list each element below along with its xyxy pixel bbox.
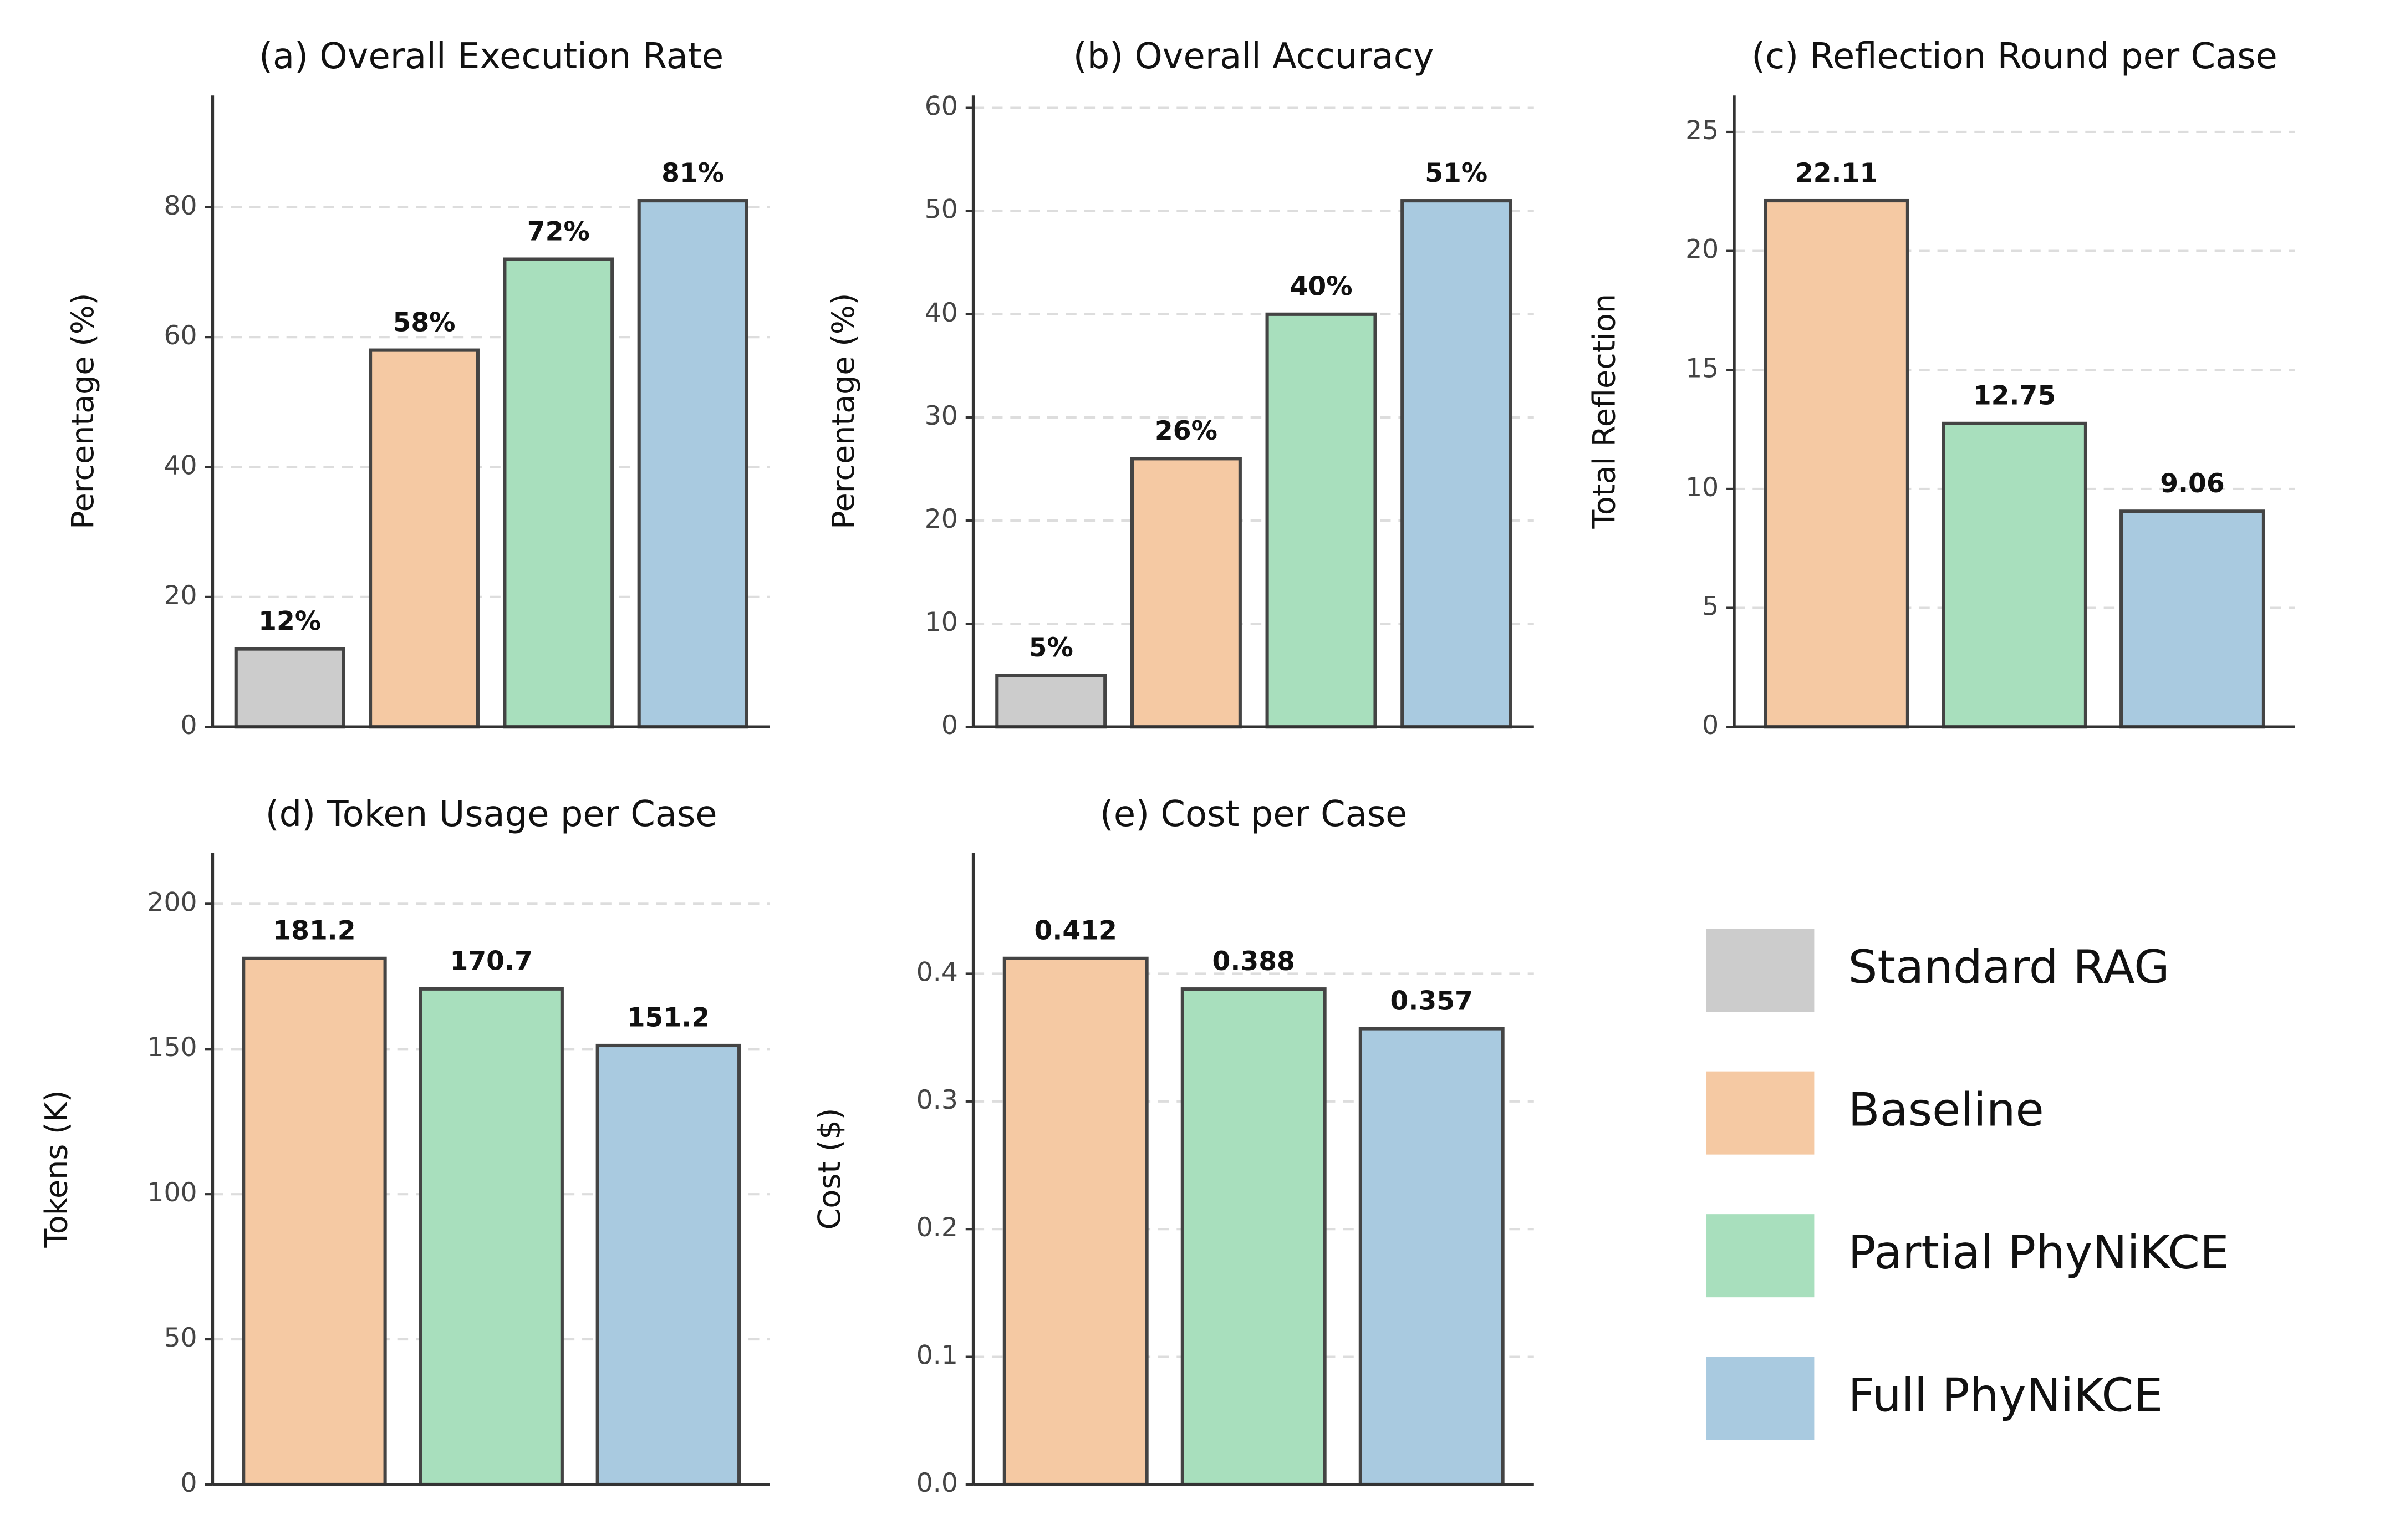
- value-label: 40%: [1290, 272, 1353, 302]
- chart-title: (d) Token Usage per Case: [266, 794, 717, 835]
- legend-label: Baseline: [1848, 1083, 2044, 1137]
- bar: [1180, 987, 1327, 1487]
- value-label: 5%: [1029, 633, 1073, 663]
- y-axis-label: Total Reflection: [1586, 294, 1622, 529]
- y-tick-label: 0.2: [916, 1212, 958, 1243]
- y-tick-label: 0: [181, 710, 197, 741]
- legend-label: Partial PhyNiKCE: [1848, 1226, 2229, 1279]
- value-label: 151.2: [627, 1003, 710, 1033]
- y-axis-label: Percentage (%): [65, 293, 101, 529]
- bar: [2119, 509, 2265, 729]
- legend-swatch: [1706, 1357, 1815, 1440]
- value-label: 0.412: [1035, 916, 1117, 946]
- y-tick-label: 10: [1685, 472, 1719, 503]
- y-tick-label: 200: [147, 887, 197, 917]
- bar: [637, 199, 748, 729]
- value-label: 58%: [393, 307, 455, 338]
- legend-label: Standard RAG: [1848, 940, 2170, 994]
- y-tick-label: 40: [925, 298, 958, 328]
- y-tick-label: 100: [147, 1177, 197, 1208]
- y-axis-label: Tokens (K): [39, 1090, 75, 1248]
- y-tick-label: 25: [1685, 115, 1719, 146]
- value-label: 0.357: [1390, 986, 1473, 1016]
- bar: [595, 1043, 741, 1487]
- value-label: 51%: [1425, 158, 1487, 188]
- y-tick-label: 15: [1685, 353, 1719, 384]
- chart-title: (a) Overall Execution Rate: [259, 36, 723, 77]
- value-label: 22.11: [1795, 158, 1878, 188]
- y-tick-label: 30: [925, 401, 958, 431]
- y-tick-label: 20: [1685, 234, 1719, 265]
- y-tick-label: 0.1: [916, 1340, 958, 1371]
- bar: [242, 956, 387, 1487]
- chart-title: (c) Reflection Round per Case: [1751, 36, 2277, 77]
- y-tick-label: 80: [164, 191, 197, 221]
- value-label: 9.06: [2160, 468, 2225, 499]
- y-tick-label: 0.3: [916, 1085, 958, 1115]
- y-tick-label: 0: [181, 1468, 197, 1498]
- y-tick-label: 5: [1702, 591, 1719, 622]
- bar: [1400, 199, 1512, 729]
- legend-label: Full PhyNiKCE: [1848, 1369, 2163, 1422]
- bar: [1764, 198, 1909, 729]
- bar: [1358, 1027, 1505, 1487]
- value-label: 72%: [527, 216, 590, 247]
- bar: [1942, 421, 2087, 729]
- legend-swatch: [1706, 1071, 1815, 1155]
- y-tick-label: 10: [925, 607, 958, 638]
- y-tick-label: 20: [164, 580, 197, 611]
- y-axis-label: Cost ($): [812, 1108, 848, 1230]
- value-label: 181.2: [273, 916, 355, 946]
- bar: [503, 257, 614, 729]
- bar: [1002, 956, 1149, 1487]
- y-tick-label: 50: [164, 1323, 197, 1353]
- value-label: 12%: [258, 606, 321, 636]
- y-tick-label: 50: [925, 195, 958, 225]
- bar: [234, 647, 345, 729]
- value-label: 12.75: [1973, 381, 2056, 411]
- bar: [419, 987, 564, 1487]
- y-tick-label: 60: [164, 320, 197, 351]
- bar: [369, 348, 480, 729]
- y-tick-label: 150: [147, 1032, 197, 1063]
- chart-title: (b) Overall Accuracy: [1073, 36, 1434, 77]
- y-tick-label: 0.0: [916, 1468, 958, 1498]
- y-tick-label: 40: [164, 451, 197, 481]
- bar: [995, 674, 1107, 729]
- bar: [1265, 312, 1377, 729]
- legend-swatch: [1706, 929, 1815, 1012]
- value-label: 81%: [661, 158, 724, 188]
- legend-swatch: [1706, 1214, 1815, 1298]
- y-tick-label: 60: [925, 91, 958, 122]
- y-tick-label: 0.4: [916, 957, 958, 987]
- chart-title: (e) Cost per Case: [1100, 794, 1407, 835]
- value-label: 170.7: [450, 946, 532, 977]
- y-axis-label: Percentage (%): [826, 293, 862, 529]
- value-label: 0.388: [1212, 946, 1295, 977]
- value-label: 26%: [1155, 416, 1217, 446]
- bar: [1130, 457, 1242, 729]
- y-tick-label: 0: [1702, 710, 1719, 741]
- y-tick-label: 20: [925, 504, 958, 534]
- y-tick-label: 0: [941, 710, 958, 741]
